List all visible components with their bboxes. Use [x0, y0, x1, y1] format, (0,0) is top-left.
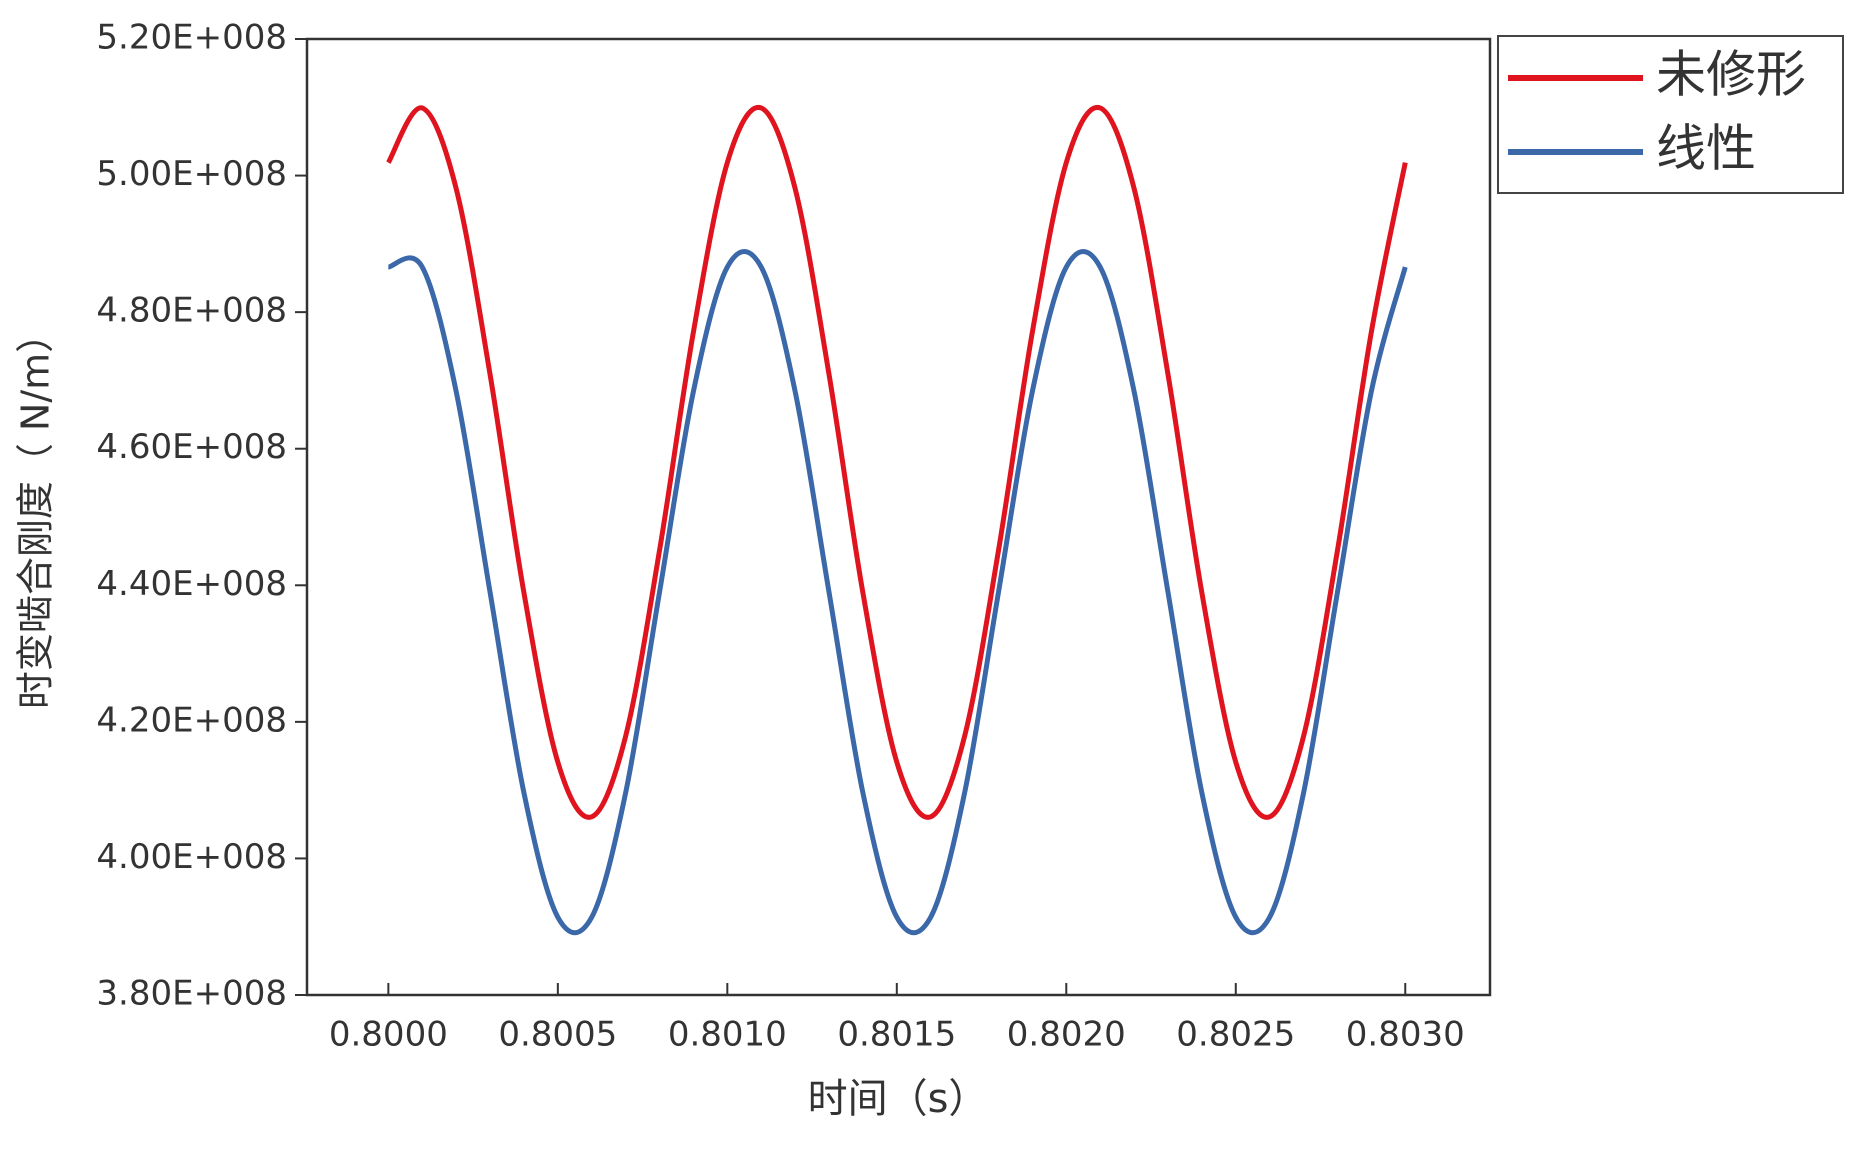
y-tick-label: 5.00E+008	[96, 154, 287, 194]
y-tick-label: 5.20E+008	[96, 18, 287, 58]
x-tick-label: 0.8005	[498, 1015, 617, 1055]
y-tick-label: 4.60E+008	[96, 427, 287, 467]
x-tick-label: 0.8025	[1176, 1015, 1295, 1055]
legend-box	[1497, 35, 1844, 194]
y-tick-label: 4.40E+008	[96, 564, 287, 604]
y-tick-label: 4.00E+008	[96, 837, 287, 877]
x-tick-label: 0.8020	[1007, 1015, 1126, 1055]
line-series	[386, 104, 1408, 820]
legend-label: 线性	[1656, 120, 1756, 178]
y-tick-label: 4.20E+008	[96, 700, 287, 740]
x-tick-label: 0.8015	[837, 1015, 956, 1055]
y-axis-title: 时变啮合刚度（ N/m）	[14, 315, 58, 709]
plot-frame	[305, 37, 1492, 997]
legend-label: 未修形	[1656, 46, 1806, 104]
x-tick-label: 0.8000	[329, 1015, 448, 1055]
x-tick-label: 0.8030	[1346, 1015, 1465, 1055]
x-axis-title: 时间（s）	[808, 1076, 989, 1122]
y-tick-label: 3.80E+008	[96, 974, 287, 1014]
y-tick-label: 4.80E+008	[96, 291, 287, 331]
line-series	[387, 249, 1408, 936]
x-tick-label: 0.8010	[668, 1015, 787, 1055]
